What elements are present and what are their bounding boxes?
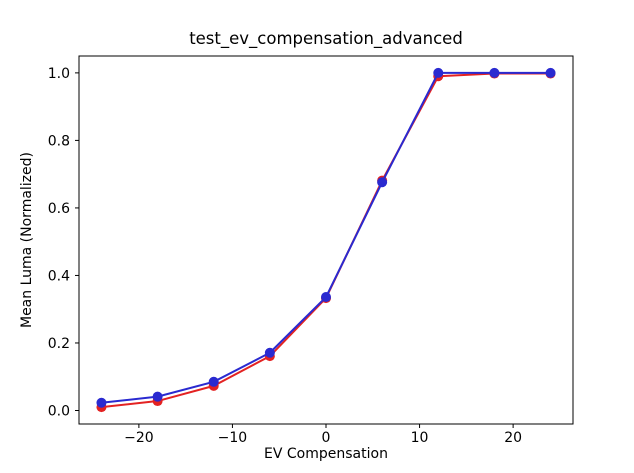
red-series-line — [101, 72, 551, 409]
blue-series-marker — [489, 67, 500, 78]
axes-frame — [78, 55, 574, 425]
x-tick-label: 20 — [504, 430, 522, 446]
y-tick-label: 1.0 — [48, 66, 70, 82]
y-tick-label: 0.0 — [48, 403, 70, 419]
blue-series-marker — [96, 397, 107, 408]
blue-series-marker — [321, 292, 331, 303]
x-tick-label: −10 — [218, 430, 248, 446]
blue-series-line — [101, 71, 551, 404]
x-tick-label: 10 — [411, 430, 429, 446]
y-tick-label: 0.6 — [48, 201, 70, 217]
blue-series-marker — [545, 67, 556, 78]
blue-series-marker — [208, 376, 219, 387]
blue-series-marker — [152, 391, 163, 402]
chart-title: test_ev_compensation_advanced — [189, 29, 463, 48]
x-tick-label: 0 — [322, 430, 331, 446]
y-tick-label: 0.8 — [48, 133, 70, 149]
y-axis-label: Mean Luma (Normalized) — [19, 151, 35, 329]
y-tick-label: 0.4 — [48, 268, 70, 284]
y-tick-label: 0.2 — [48, 336, 70, 352]
blue-series-marker — [264, 347, 275, 358]
blue-series-marker — [377, 177, 388, 188]
blue-series-marker — [433, 67, 444, 78]
x-tick-label: −20 — [124, 430, 154, 446]
x-axis-label: EV Compensation — [264, 446, 388, 462]
